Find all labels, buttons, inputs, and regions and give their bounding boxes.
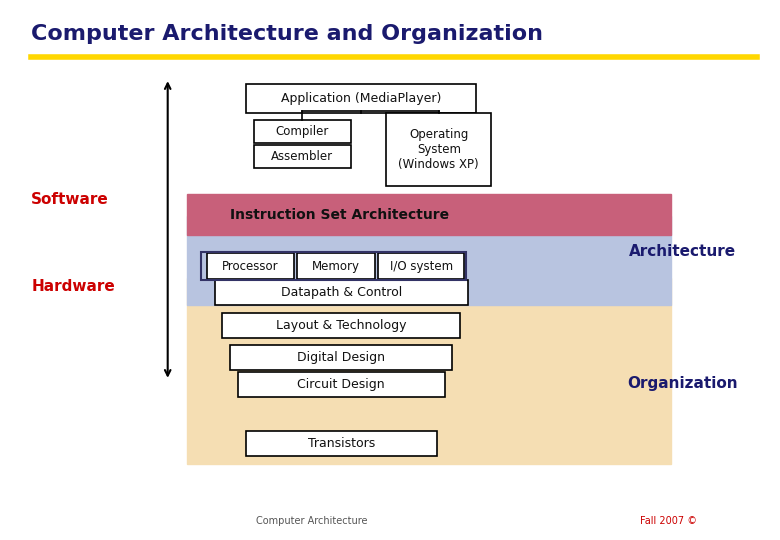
Text: Instruction Set Architecture: Instruction Set Architecture (230, 208, 448, 222)
Text: Digital Design: Digital Design (297, 351, 385, 364)
Text: Application (MediaPlayer): Application (MediaPlayer) (281, 92, 441, 105)
Bar (215, 280, 468, 305)
Bar (246, 84, 476, 113)
Text: Hardware: Hardware (31, 279, 115, 294)
Text: Software: Software (31, 192, 109, 207)
Bar (386, 113, 491, 186)
Bar (201, 252, 466, 280)
Bar (246, 431, 437, 456)
Bar (222, 313, 460, 338)
Text: I/O system: I/O system (390, 260, 452, 273)
Text: Operating
System
(Windows XP): Operating System (Windows XP) (399, 129, 479, 171)
Bar (187, 278, 671, 464)
Text: Architecture: Architecture (629, 244, 736, 259)
Text: Computer Architecture and Organization: Computer Architecture and Organization (31, 24, 543, 44)
Bar (254, 120, 351, 143)
Bar (297, 253, 375, 279)
Text: Processor: Processor (222, 260, 278, 273)
Text: Transistors: Transistors (307, 437, 375, 450)
Text: Datapath & Control: Datapath & Control (281, 286, 402, 299)
Bar (378, 253, 464, 279)
Text: Layout & Technology: Layout & Technology (276, 319, 406, 332)
Bar (238, 372, 445, 397)
Bar (254, 145, 351, 168)
Text: Organization: Organization (627, 376, 738, 391)
Text: Computer Architecture: Computer Architecture (257, 516, 367, 526)
Text: Compiler: Compiler (275, 125, 329, 138)
Text: Memory: Memory (312, 260, 360, 273)
Text: Fall 2007 ©: Fall 2007 © (640, 516, 697, 526)
Text: Assembler: Assembler (271, 150, 333, 164)
Bar (207, 253, 294, 279)
Bar (187, 216, 671, 305)
Text: Circuit Design: Circuit Design (297, 378, 385, 391)
Bar (230, 345, 452, 370)
Bar (187, 194, 671, 235)
